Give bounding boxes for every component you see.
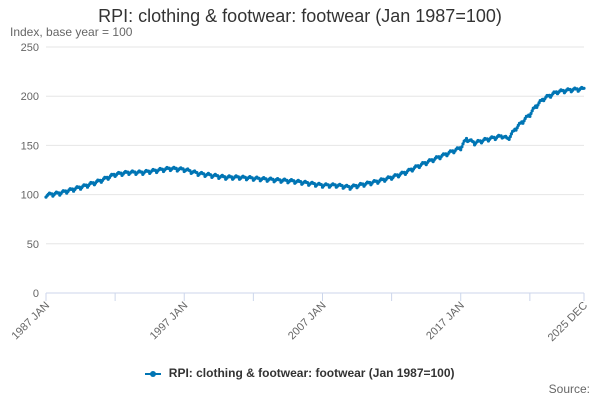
data-point[interactable] <box>292 179 296 183</box>
x-tick-label: 2007 JAN <box>286 300 329 343</box>
axes: 0 50 100 150 200 250 1987 JAN 1997 JAN 2007 JAN 2… <box>9 42 590 344</box>
x-tick-label: 2017 JAN <box>424 300 467 343</box>
data-point[interactable] <box>508 135 512 139</box>
gridlines <box>46 46 584 245</box>
data-point[interactable] <box>464 136 469 141</box>
data-point[interactable] <box>174 166 178 170</box>
data-point[interactable] <box>507 137 511 141</box>
data-point[interactable] <box>326 183 330 187</box>
legend[interactable]: RPI: clothing & footwear: footwear (Jan … <box>0 366 600 380</box>
y-tick-label: 250 <box>21 42 39 54</box>
data-point[interactable] <box>582 86 586 90</box>
data-point[interactable] <box>305 181 310 185</box>
data-point[interactable] <box>299 180 303 184</box>
chart-title: RPI: clothing & footwear: footwear (Jan … <box>98 6 502 26</box>
data-point[interactable] <box>223 175 227 179</box>
data-point[interactable] <box>530 109 534 113</box>
y-tick-label: 150 <box>21 140 39 152</box>
x-tick-label: 1997 JAN <box>148 300 191 343</box>
legend-label: RPI: clothing & footwear: footwear (Jan … <box>168 366 455 380</box>
series-line <box>45 86 585 198</box>
data-point[interactable] <box>529 111 533 116</box>
data-point[interactable] <box>521 121 525 125</box>
data-point[interactable] <box>514 128 518 132</box>
data-point[interactable] <box>340 184 344 188</box>
data-point[interactable] <box>528 114 532 118</box>
data-point[interactable] <box>216 174 220 178</box>
data-point[interactable] <box>509 132 513 136</box>
y-tick-label: 0 <box>33 288 39 300</box>
y-tick-label: 100 <box>21 190 39 202</box>
data-point[interactable] <box>535 105 539 109</box>
y-tick-label: 200 <box>21 91 39 103</box>
data-point[interactable] <box>209 173 213 177</box>
data-point[interactable] <box>202 172 206 176</box>
data-point[interactable] <box>460 145 464 149</box>
y-axis-label: Index, base year = 100 <box>10 25 133 39</box>
data-point[interactable] <box>195 171 199 175</box>
source-label: Source: <box>548 382 590 396</box>
data-point[interactable] <box>461 142 465 146</box>
data-point[interactable] <box>188 169 192 173</box>
data-point[interactable] <box>181 167 185 171</box>
data-point[interactable] <box>312 182 316 186</box>
x-tick-label: 2025 DEC <box>546 300 590 344</box>
data-point[interactable] <box>459 148 463 152</box>
data-point[interactable] <box>471 140 475 144</box>
y-tick-label: 50 <box>27 239 39 251</box>
x-tick-label: 1987 JAN <box>9 300 52 343</box>
legend-line-marker-icon <box>145 368 162 380</box>
series-layer <box>44 85 586 199</box>
